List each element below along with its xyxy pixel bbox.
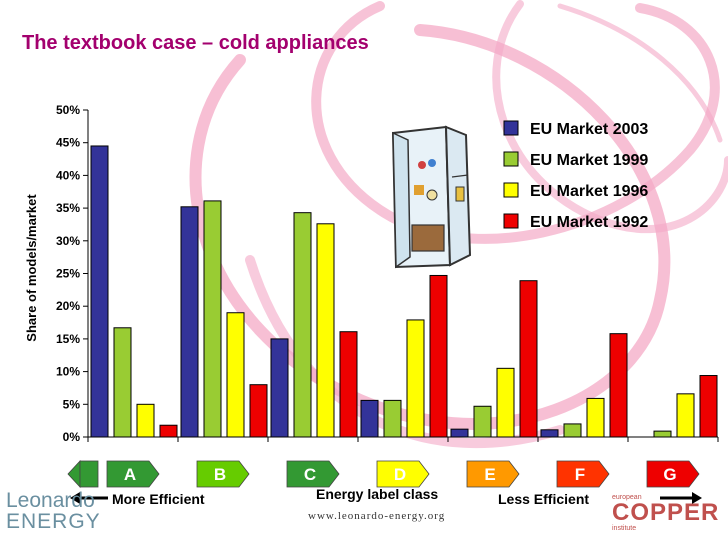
energy-label-arrows: A B C D E F G <box>67 459 702 504</box>
label-arrow-D <box>376 460 430 488</box>
x-axis-label: Energy label class <box>316 486 439 502</box>
label-arrow-text: D <box>394 465 406 484</box>
bar-B-4 <box>249 384 268 438</box>
label-arrow-text: F <box>575 465 585 484</box>
bar-E-2 <box>473 405 492 438</box>
copper-institute-logo: european COPPER institute <box>612 494 719 532</box>
chart-legend: EU Market 2003 EU Market 1999 EU Market 19… <box>503 120 648 231</box>
label-arrow-text: B <box>214 465 226 484</box>
y-tick-label: 50% <box>56 103 80 117</box>
bar-G-3 <box>676 393 695 438</box>
bar-F-4 <box>609 333 628 438</box>
bar-G-4 <box>699 375 718 438</box>
bar-F-1 <box>540 429 559 438</box>
bar-A-2 <box>113 327 132 438</box>
copper-small: european <box>612 494 642 501</box>
bar-D-3 <box>406 319 425 438</box>
less-efficient-label: Less Efficient <box>498 491 590 507</box>
label-arrow-F <box>556 460 610 488</box>
label-arrow-A <box>106 460 160 488</box>
label-arrow-G <box>646 460 700 488</box>
fridge-illustration <box>391 125 472 269</box>
bar-E-3 <box>496 367 515 438</box>
website-url: www.leonardo-energy.org <box>308 510 446 522</box>
y-tick-label: 15% <box>56 332 80 346</box>
y-axis-label: Share of models/market <box>24 194 39 342</box>
logo-line-1: Leonardo <box>6 489 95 512</box>
legend-entry: EU Market 2003 <box>530 121 648 138</box>
label-arrow-C <box>286 460 340 488</box>
page-title: The textbook case – cold appliances <box>22 32 369 54</box>
label-arrow-B <box>196 460 250 488</box>
y-tick-label: 30% <box>56 234 80 248</box>
legend-entry: EU Market 1996 <box>530 183 648 200</box>
bar-A-3 <box>136 403 155 438</box>
bar-C-1 <box>270 338 289 438</box>
less-efficient-arrowhead <box>692 492 702 504</box>
bar-F-2 <box>563 423 582 438</box>
logo-line-2: ENERGY <box>6 510 101 533</box>
y-tick-label: 40% <box>56 168 80 182</box>
legend-swatch <box>503 120 519 136</box>
bar-B-1 <box>180 206 199 438</box>
bar-D-1 <box>360 399 379 438</box>
bar-B-2 <box>203 200 222 438</box>
bar-D-4 <box>429 274 448 438</box>
label-arrow-text: C <box>304 465 316 484</box>
left-edge-arrow <box>67 459 81 489</box>
label-arrow-text: A <box>124 465 136 484</box>
label-arrow-text: E <box>484 465 495 484</box>
bar-C-3 <box>316 223 335 438</box>
bar-C-4 <box>339 331 358 438</box>
legend-swatch <box>503 151 519 167</box>
y-tick-label: 35% <box>56 201 80 215</box>
label-arrow-text: G <box>663 465 676 484</box>
bar-F-3 <box>586 397 605 438</box>
left-edge-block <box>79 460 99 488</box>
bar-E-4 <box>519 280 538 438</box>
bar-D-2 <box>383 399 402 438</box>
legend-entry: EU Market 1999 <box>530 152 648 169</box>
more-efficient-label: More Efficient <box>112 491 205 507</box>
y-tick-label: 25% <box>56 267 80 281</box>
more-efficient-arrowhead <box>70 492 80 504</box>
leonardo-energy-logo: Leonardo ENERGY <box>6 490 101 532</box>
bar-C-2 <box>293 212 312 438</box>
bar-series <box>90 145 718 438</box>
y-tick-label: 0% <box>63 430 81 444</box>
legend-swatch <box>503 213 519 229</box>
bar-B-3 <box>226 312 245 438</box>
y-tick-label: 20% <box>56 299 80 313</box>
y-tick-label: 10% <box>56 365 80 379</box>
bar-A-1 <box>90 145 109 438</box>
bar-G-2 <box>653 430 672 438</box>
copper-main: COPPER <box>612 499 720 526</box>
y-tick-label: 5% <box>63 397 81 411</box>
label-arrow-E <box>466 460 520 488</box>
legend-entry: EU Market 1992 <box>530 214 648 231</box>
y-tick-label: 45% <box>56 136 80 150</box>
copper-sub: institute <box>612 525 637 532</box>
bar-A-4 <box>159 424 178 438</box>
legend-swatch <box>503 182 519 198</box>
bar-E-1 <box>450 428 469 438</box>
